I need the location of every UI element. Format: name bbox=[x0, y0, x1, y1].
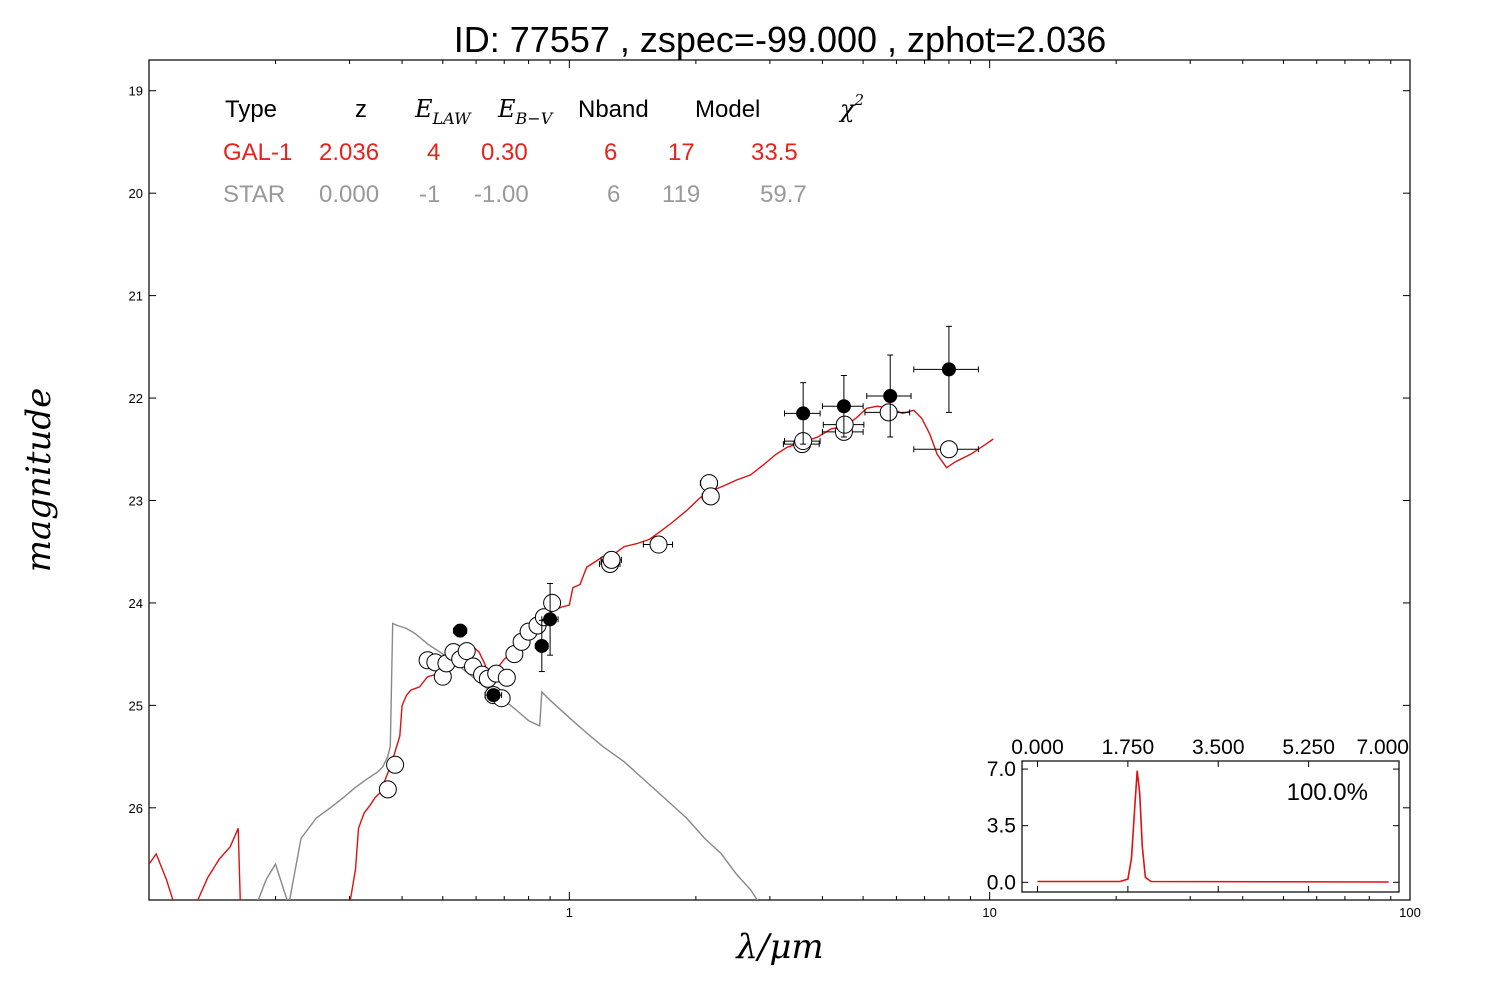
observed-point bbox=[783, 382, 821, 445]
y-tick-label: 24 bbox=[129, 596, 143, 611]
observed-point-marker bbox=[453, 623, 468, 638]
table-header-nband: Nband bbox=[578, 96, 649, 123]
table-header-chi2: χ2 bbox=[838, 91, 864, 123]
inset-x-tick-label: 0.000 bbox=[1011, 736, 1064, 759]
model-point bbox=[378, 780, 397, 799]
observed-point bbox=[541, 582, 559, 656]
observed-point-marker bbox=[486, 688, 501, 703]
row-nband: 6 bbox=[607, 181, 620, 208]
inset-y-tick-label: 7.0 bbox=[987, 758, 1016, 781]
inset-x-tick-label: 7.000 bbox=[1356, 736, 1409, 759]
model-point-marker bbox=[939, 440, 958, 459]
y-tick-label: 25 bbox=[129, 698, 143, 713]
x-tick-label: 100 bbox=[1399, 905, 1421, 920]
model-point bbox=[457, 642, 476, 661]
inset-x-ticks: 0.000 1.750 3.500 5.250 7.000 bbox=[1011, 736, 1409, 892]
fit-results-table: Type z ELAW EB−V Nband Model χ2 GAL-1 2.… bbox=[223, 91, 864, 208]
table-header-type: Type bbox=[225, 96, 277, 123]
row-model: 119 bbox=[662, 181, 700, 208]
x-tick-label: 1 bbox=[566, 905, 573, 920]
model-point-marker bbox=[835, 415, 854, 434]
row-ebv: -1.00 bbox=[474, 181, 529, 208]
redshift-pdf-inset: 0.000 1.750 3.500 5.250 7.000 7.0 3.5 0.0 100.… bbox=[987, 736, 1409, 894]
model-point bbox=[600, 550, 622, 569]
model-point-marker bbox=[386, 755, 405, 774]
plot-area bbox=[149, 325, 994, 900]
inset-x-tick-label: 5.250 bbox=[1282, 736, 1335, 759]
galaxy-model-curve bbox=[149, 405, 994, 900]
model-point-marker bbox=[649, 535, 668, 554]
table-header-elaw: ELAW bbox=[414, 95, 472, 128]
inset-y-ticks: 7.0 3.5 0.0 bbox=[987, 758, 1399, 894]
y-tick-label: 21 bbox=[129, 289, 143, 304]
model-point bbox=[386, 755, 405, 774]
observed-point bbox=[913, 325, 979, 413]
row-z: 0.000 bbox=[319, 181, 379, 208]
observed-point-marker bbox=[941, 362, 956, 377]
row-elaw: -1 bbox=[419, 181, 440, 208]
model-point bbox=[913, 440, 979, 459]
model-magnitude-points bbox=[378, 403, 979, 799]
row-type: GAL-1 bbox=[223, 139, 292, 166]
inset-pdf-curve bbox=[1037, 770, 1389, 883]
row-z: 2.036 bbox=[319, 139, 379, 166]
model-point bbox=[642, 535, 674, 554]
table-row-galaxy: GAL-1 2.036 4 0.30 6 17 33.5 bbox=[223, 139, 798, 166]
row-chi2: 59.7 bbox=[760, 181, 807, 208]
model-point bbox=[543, 593, 562, 612]
observed-point-marker bbox=[836, 399, 851, 414]
model-point-marker bbox=[497, 668, 516, 687]
y-tick-label: 22 bbox=[129, 391, 143, 406]
observed-point bbox=[452, 623, 468, 638]
observed-point bbox=[821, 375, 864, 438]
y-tick-label: 23 bbox=[129, 493, 143, 508]
model-point-marker bbox=[879, 403, 898, 422]
x-axis-label: λ/μm bbox=[734, 927, 823, 967]
model-point bbox=[701, 487, 720, 506]
inset-y-tick-label: 0.0 bbox=[987, 871, 1016, 894]
y-axis-ticks: 19 20 21 22 23 24 25 26 bbox=[129, 84, 1410, 816]
model-point bbox=[699, 474, 719, 493]
model-point-marker bbox=[457, 642, 476, 661]
model-point-marker bbox=[701, 487, 720, 506]
observed-magnitude-points bbox=[452, 325, 979, 703]
observed-point-marker bbox=[534, 638, 549, 653]
table-row-star: STAR 0.000 -1 -1.00 6 119 59.7 bbox=[223, 181, 807, 208]
table-header-ebv: EB−V bbox=[497, 95, 554, 128]
y-axis-label: magnitude bbox=[19, 388, 59, 573]
y-tick-label: 26 bbox=[129, 801, 143, 816]
row-type: STAR bbox=[223, 181, 285, 208]
observed-point-marker bbox=[543, 612, 558, 627]
row-nband: 6 bbox=[604, 139, 617, 166]
observed-point-marker bbox=[796, 406, 811, 421]
table-header-z: z bbox=[355, 96, 367, 123]
observed-point bbox=[484, 688, 503, 703]
inset-y-tick-label: 3.5 bbox=[987, 815, 1016, 838]
chart-title: ID: 77557 , zspec=-99.000 , zphot=2.036 bbox=[454, 19, 1106, 60]
inset-x-tick-label: 1.750 bbox=[1102, 736, 1155, 759]
row-model: 17 bbox=[668, 139, 695, 166]
star-model-curve bbox=[257, 622, 759, 900]
observed-point bbox=[866, 354, 912, 438]
x-axis-ticks: 1 10 100 bbox=[148, 60, 1421, 920]
inset-frame bbox=[1021, 760, 1400, 893]
model-point-marker bbox=[602, 550, 621, 569]
observed-point-marker bbox=[883, 389, 898, 403]
inset-x-tick-label: 3.500 bbox=[1192, 736, 1245, 759]
y-tick-label: 19 bbox=[129, 84, 143, 99]
x-tick-label: 10 bbox=[982, 905, 996, 920]
row-ebv: 0.30 bbox=[481, 139, 528, 166]
model-point bbox=[864, 403, 911, 422]
row-chi2: 33.5 bbox=[751, 139, 798, 166]
y-tick-label: 20 bbox=[129, 186, 143, 201]
plot-frame bbox=[148, 59, 1411, 901]
model-point bbox=[497, 668, 516, 687]
model-point-marker bbox=[543, 593, 562, 612]
model-point-marker bbox=[378, 780, 397, 799]
inset-percent: 100.0% bbox=[1287, 779, 1368, 806]
row-elaw: 4 bbox=[427, 139, 440, 166]
table-header-model: Model bbox=[695, 96, 760, 123]
